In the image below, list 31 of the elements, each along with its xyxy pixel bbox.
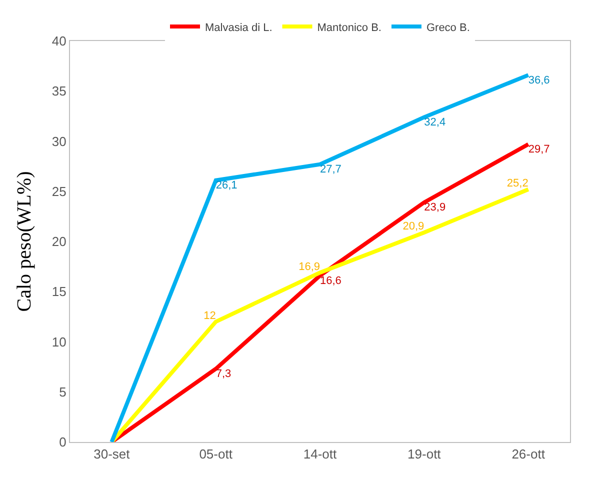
x-tick-label: 19-ott	[408, 446, 442, 462]
y-tick-label: 25	[52, 184, 66, 199]
data-label: 16,6	[320, 274, 342, 287]
y-tick-label: 40	[52, 34, 66, 49]
y-tick-label: 20	[52, 234, 66, 250]
data-label: 26,1	[216, 180, 238, 192]
y-axis-title: Calo peso(WL%)	[13, 171, 36, 312]
data-label: 7,3	[216, 368, 232, 380]
data-label: 23,9	[424, 202, 446, 214]
x-tick-label: 26-ott	[512, 446, 546, 462]
data-label: 32,4	[424, 116, 446, 128]
y-tick-label: 15	[52, 284, 66, 300]
y-tick-label: 10	[52, 334, 66, 350]
data-label: 36,6	[528, 74, 550, 86]
data-label: 16,9	[298, 260, 320, 273]
y-tick-label: 30	[52, 134, 66, 149]
y-tick-label: 35	[52, 84, 66, 99]
data-label: 27,7	[320, 164, 342, 176]
x-tick-label: 14-ott	[303, 446, 338, 462]
x-tick-label: 05-ott	[199, 446, 233, 462]
data-label: 20,9	[402, 220, 424, 233]
y-tick-label: 0	[59, 434, 66, 450]
data-label: 12	[204, 310, 216, 322]
x-tick-label: 30-set	[94, 446, 130, 462]
legend-label: Malvasia di L.	[205, 22, 272, 34]
legend-label: Mantonico B.	[317, 22, 382, 34]
y-tick-label: 5	[59, 384, 66, 400]
legend-label: Greco B.	[426, 22, 470, 34]
line-series	[110, 73, 530, 442]
data-label: 29,7	[528, 144, 550, 156]
data-label: 25,2	[506, 178, 528, 190]
